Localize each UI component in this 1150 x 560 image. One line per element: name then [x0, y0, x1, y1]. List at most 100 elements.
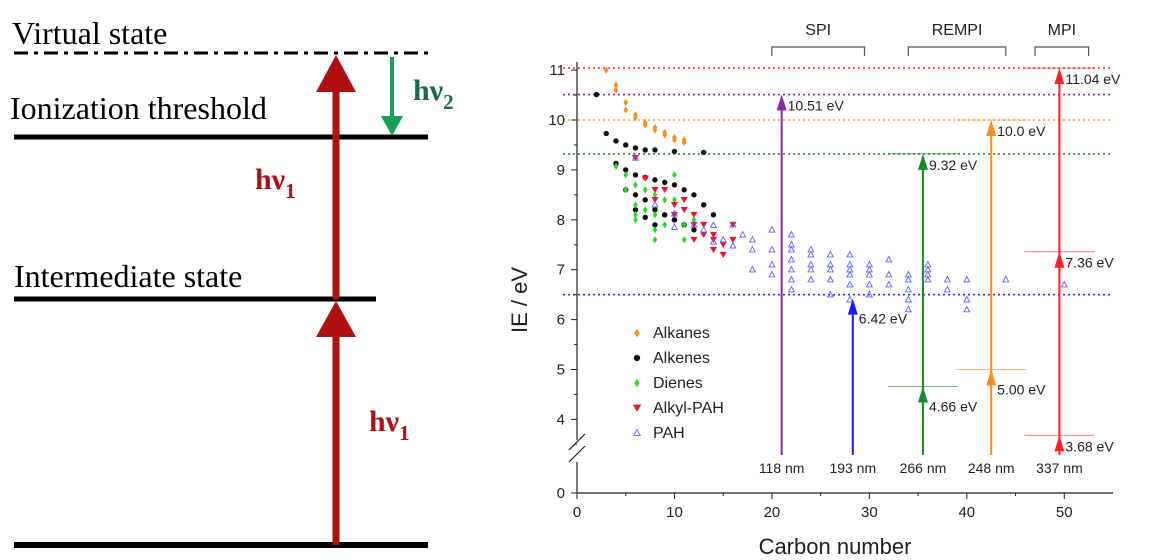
data-point	[633, 111, 638, 119]
data-point	[691, 227, 697, 233]
y-tick-label: 10	[548, 112, 565, 129]
data-point	[885, 280, 893, 288]
data-point	[963, 275, 971, 283]
data-point	[613, 162, 619, 171]
arrow-head-icon	[381, 116, 403, 136]
energy-label: 5.00 eV	[997, 382, 1046, 398]
data-point	[633, 181, 638, 189]
data-point	[924, 265, 932, 273]
data-point	[700, 202, 707, 208]
data-point	[652, 211, 658, 219]
data-point	[681, 236, 687, 244]
data-point	[633, 216, 638, 224]
legend-label: PAH	[653, 425, 685, 442]
data-point	[651, 186, 659, 194]
data-point	[652, 226, 658, 234]
data-point	[662, 128, 668, 137]
data-point	[1060, 280, 1068, 288]
data-point	[904, 305, 912, 313]
wavelength-label: 193 nm	[829, 460, 876, 476]
data-point	[963, 295, 971, 303]
data-point	[681, 187, 687, 193]
data-point	[787, 255, 796, 263]
laser-266nm: 4.66 eV 9.32 eV 266 nm	[887, 153, 978, 476]
ionization-threshold-label: Ionization threshold	[10, 90, 267, 126]
bracket-mpi: MPI	[1034, 22, 1090, 56]
method-brackets: SPI REMPI MPI	[771, 22, 1090, 56]
data-point	[924, 275, 932, 283]
lower-photon-arrow	[316, 301, 356, 545]
laser-arrows: 10.51 eV 118 nm 6.42 eV 193 nm 4.66 eV 9.32 e…	[759, 67, 1121, 476]
bracket-rempi: REMPI	[907, 22, 1007, 56]
data-point	[671, 182, 678, 188]
data-point	[671, 148, 678, 155]
data-point	[623, 142, 629, 148]
arrow-head-icon	[316, 55, 356, 92]
wavelength-label: 248 nm	[968, 460, 1015, 476]
arrow-head-icon	[1054, 68, 1065, 85]
data-point	[632, 404, 642, 412]
data-point	[807, 275, 815, 283]
energy-level-diagram: Virtual state Ionization threshold Inter…	[10, 15, 454, 548]
legend-label: Alkyl-PAH	[653, 400, 724, 417]
legend-entry: Alkenes	[633, 350, 710, 367]
reference-lines	[563, 67, 1113, 296]
series-pah	[631, 153, 1068, 313]
axis-break-mark	[568, 445, 586, 463]
data-point	[729, 221, 737, 229]
x-tick-label: 0	[573, 504, 581, 521]
data-point	[748, 235, 757, 243]
data-point	[642, 214, 648, 221]
data-point	[719, 251, 727, 258]
arrow-head-icon	[316, 301, 356, 337]
data-point	[807, 260, 815, 268]
data-point	[865, 265, 873, 273]
data-point	[729, 241, 737, 249]
data-point	[634, 328, 640, 338]
data-point	[691, 192, 697, 198]
data-point	[680, 196, 688, 204]
data-point	[632, 145, 639, 151]
hv2-arrow	[381, 57, 403, 136]
data-point	[634, 378, 640, 388]
data-point	[709, 231, 718, 239]
data-point	[904, 295, 912, 303]
data-point	[826, 275, 835, 283]
data-point	[652, 236, 658, 244]
data-point	[631, 153, 640, 161]
data-point	[768, 245, 776, 253]
data-point	[670, 209, 679, 217]
legend-entry: PAH	[633, 425, 685, 442]
data-point	[963, 305, 971, 313]
data-point	[943, 275, 951, 283]
data-point	[787, 275, 796, 283]
data-point	[787, 285, 796, 293]
x-tick-label: 20	[764, 504, 781, 521]
wavelength-label: 266 nm	[900, 460, 947, 476]
bracket-label: SPI	[805, 22, 831, 39]
energy-label: 9.32 eV	[929, 157, 978, 173]
data-point	[642, 118, 648, 127]
data-point	[846, 260, 854, 268]
data-point	[641, 175, 649, 182]
y-tick-label: 5	[557, 362, 565, 379]
data-point	[642, 186, 648, 194]
data-point	[642, 206, 648, 214]
data-point	[943, 285, 951, 293]
arrow-head-icon	[1054, 251, 1065, 268]
y-tick-label: 7	[557, 262, 565, 279]
bracket-line	[907, 46, 1007, 56]
upper-photon-arrow	[316, 55, 356, 299]
data-point	[633, 201, 638, 209]
energy-label: 6.42 eV	[859, 311, 908, 327]
data-point	[623, 186, 629, 194]
data-point	[681, 221, 687, 229]
data-point	[865, 270, 873, 278]
data-point	[652, 222, 658, 228]
data-point	[633, 428, 641, 436]
data-point	[700, 149, 707, 156]
arrow-head-icon	[986, 369, 997, 386]
series-alkanes	[603, 66, 687, 147]
data-point	[865, 290, 873, 298]
data-point	[846, 250, 854, 258]
